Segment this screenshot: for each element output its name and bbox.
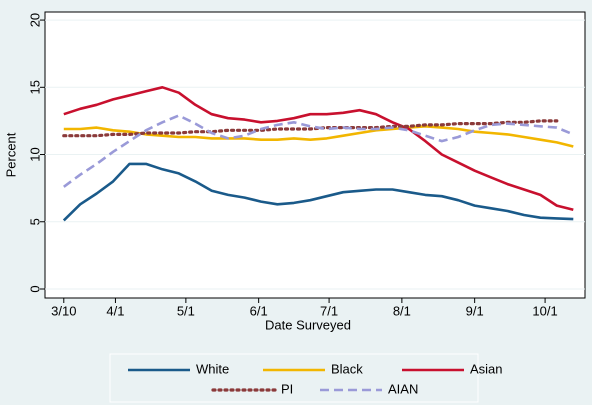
legend-label: AIAN — [388, 381, 418, 396]
series-line — [62, 119, 559, 138]
y-tick-label: 15 — [27, 80, 42, 94]
x-tick-label: 7/1 — [320, 303, 338, 318]
y-tick-label: 5 — [27, 218, 42, 225]
x-tick-label: 10/1 — [532, 303, 557, 318]
series-line — [63, 114, 574, 188]
legend-label: White — [196, 361, 229, 376]
y-tick-label: 0 — [27, 285, 42, 292]
legend-box — [109, 353, 479, 403]
legend-label: Asian — [470, 361, 503, 376]
x-tick-label: 4/1 — [106, 303, 124, 318]
x-tick-label: 6/1 — [250, 303, 268, 318]
series-line — [63, 125, 574, 148]
legend-label: Black — [331, 361, 363, 376]
x-tick-label: 8/1 — [393, 303, 411, 318]
y-tick-label: 10 — [27, 147, 42, 161]
series-line — [62, 162, 574, 222]
y-tick-label: 20 — [27, 13, 42, 27]
legend-label: PI — [281, 381, 293, 396]
series-line — [63, 86, 574, 211]
x-axis-label: Date Surveyed — [265, 317, 351, 332]
x-tick-label: 5/1 — [177, 303, 195, 318]
x-tick-label: 9/1 — [466, 303, 484, 318]
x-tick-label: 3/10 — [51, 303, 76, 318]
y-axis-label: Percent — [3, 132, 18, 177]
